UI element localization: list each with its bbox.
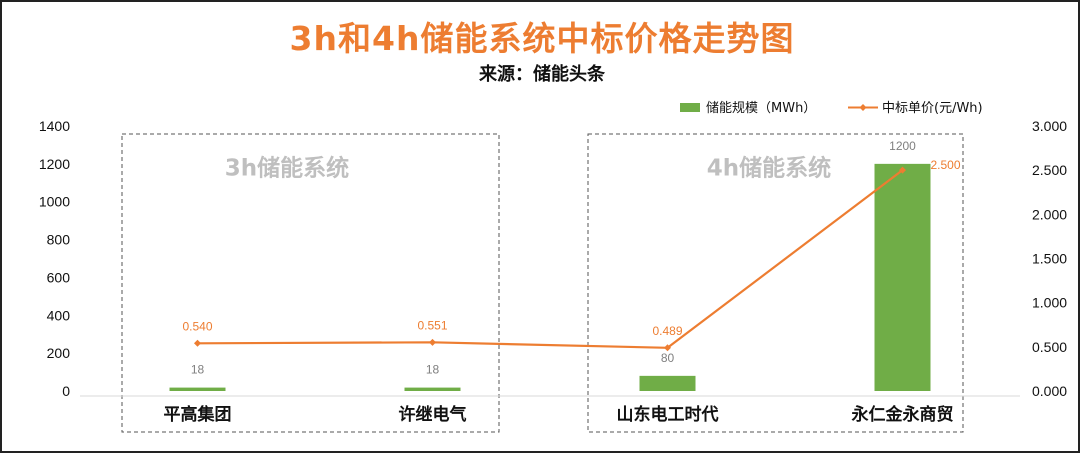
line-data-label: 2.500 (931, 158, 961, 172)
right-axis-tick: 2.500 (1032, 162, 1067, 178)
left-axis-tick: 0 (62, 383, 70, 399)
bar-2 (404, 387, 461, 391)
price-point (429, 338, 436, 346)
left-axis-tick: 400 (47, 307, 71, 323)
legend-bar-swatch (680, 103, 700, 112)
left-axis-tick: 1200 (39, 156, 70, 172)
left-axis-tick: 1000 (39, 194, 70, 210)
bar-4 (874, 163, 931, 391)
category-label: 平高集团 (164, 404, 232, 425)
bar-3 (639, 375, 696, 391)
group-box-2 (587, 133, 964, 433)
right-axis-tick: 2.000 (1032, 206, 1067, 222)
group-label-1: 3h储能系统 (225, 155, 349, 182)
price-line (197, 169, 904, 349)
legend-line-marker (859, 104, 867, 111)
price-point (899, 166, 906, 174)
line-data-label: 0.551 (417, 318, 447, 332)
left-axis-tick: 800 (47, 232, 71, 248)
group-label-2: 4h储能系统 (707, 155, 831, 182)
category-label: 永仁金永商贸 (851, 404, 954, 425)
line-data-label: 0.489 (652, 324, 682, 338)
right-axis-tick: 1.000 (1032, 295, 1067, 311)
bar-data-label: 18 (191, 363, 205, 377)
legend-bar-label: 储能规模（MWh） (706, 101, 816, 116)
bar-data-label: 80 (661, 351, 675, 365)
bar-data-label: 18 (426, 363, 440, 377)
left-axis-tick: 1400 (39, 118, 70, 134)
right-axis-tick: 3.000 (1032, 118, 1067, 134)
right-axis-tick: 0.500 (1032, 339, 1067, 355)
left-axis-tick: 200 (47, 345, 71, 361)
right-axis-tick: 0.000 (1032, 383, 1067, 399)
chart-title: 3h和4h储能系统中标价格走势图 (289, 19, 795, 58)
group-box-1 (121, 133, 500, 433)
price-point (194, 339, 201, 347)
price-point (664, 344, 671, 352)
chart-subtitle: 来源：储能头条 (479, 64, 605, 85)
category-label: 许继电气 (399, 404, 467, 425)
left-axis-tick: 600 (47, 269, 71, 285)
category-label: 山东电工时代 (617, 404, 719, 425)
legend-line-label: 中标单价(元/Wh) (882, 101, 983, 116)
bar-1 (169, 387, 226, 391)
line-data-label: 0.540 (182, 319, 212, 333)
right-axis-tick: 1.500 (1032, 251, 1067, 267)
bar-data-label: 1200 (889, 139, 916, 153)
